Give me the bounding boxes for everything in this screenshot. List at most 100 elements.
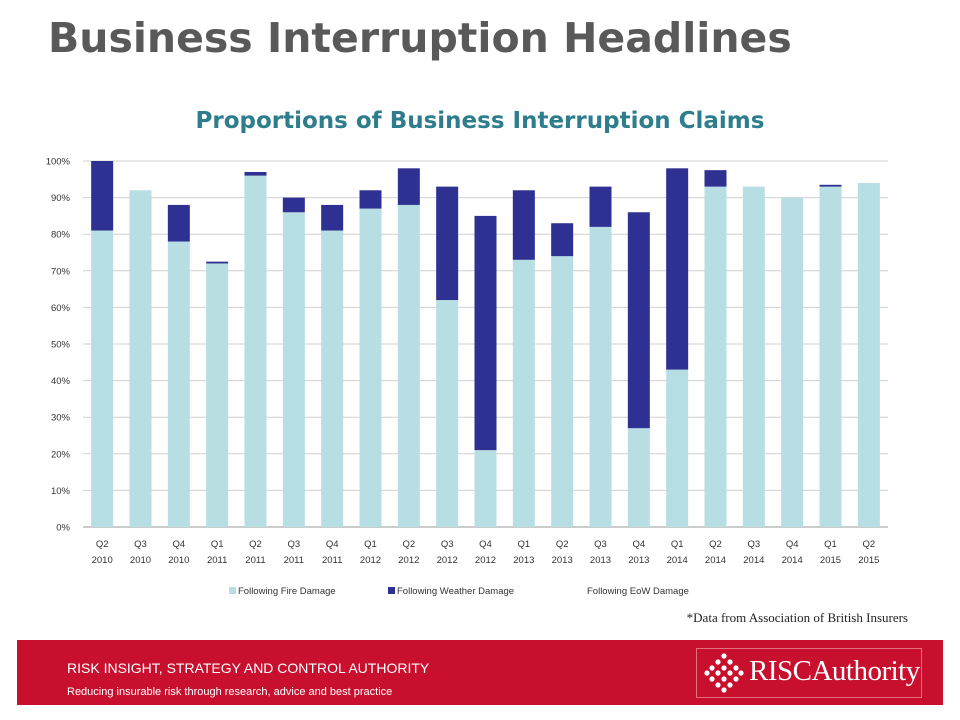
bar-segment xyxy=(589,226,612,527)
bar-segment xyxy=(91,230,114,528)
x-tick-label: Q4 xyxy=(786,539,799,550)
diamond-dots-logo-icon xyxy=(704,653,744,693)
y-tick-label: 0% xyxy=(56,523,70,534)
bar-segment xyxy=(819,186,842,527)
bar-segment xyxy=(282,212,305,528)
bar-segment xyxy=(704,170,727,187)
x-tick-label: 2012 xyxy=(398,555,419,566)
bar-segment xyxy=(282,197,305,213)
x-tick-label: Q2 xyxy=(249,539,262,550)
bar-segment xyxy=(474,450,497,527)
footer-org-name: RISK INSIGHT, STRATEGY AND CONTROL AUTHO… xyxy=(67,660,430,676)
y-tick-label: 90% xyxy=(51,193,71,204)
chart-title: Proportions of Business Interruption Cla… xyxy=(195,108,765,134)
y-tick-label: 100% xyxy=(46,157,71,168)
x-tick-label: Q3 xyxy=(134,539,147,550)
x-tick-label: 2011 xyxy=(284,555,304,566)
x-tick-label: Q4 xyxy=(632,539,645,550)
y-tick-label: 40% xyxy=(51,376,71,387)
page-title: Business Interruption Headlines xyxy=(48,14,792,62)
x-tick-label: 2014 xyxy=(743,555,764,566)
x-tick-label: Q4 xyxy=(479,539,492,550)
bar-segment xyxy=(627,428,650,527)
x-tick-label: Q1 xyxy=(517,539,530,550)
x-tick-label: 2012 xyxy=(475,555,496,566)
y-tick-label: 30% xyxy=(51,413,71,424)
x-tick-label: Q4 xyxy=(172,539,185,550)
bar-segment xyxy=(167,241,190,527)
x-tick-label: 2010 xyxy=(168,555,189,566)
legend-swatch xyxy=(229,587,236,594)
x-tick-label: 2015 xyxy=(820,555,841,566)
legend-label: Following Weather Damage xyxy=(397,586,514,597)
x-tick-label: 2011 xyxy=(245,555,265,566)
bar-segment xyxy=(206,263,229,527)
x-tick-label: 2014 xyxy=(667,555,688,566)
x-tick-label: Q3 xyxy=(747,539,760,550)
bar-segment xyxy=(397,204,420,528)
bar-segment xyxy=(321,204,344,231)
x-tick-label: 2013 xyxy=(513,555,534,566)
bar-segment xyxy=(589,186,612,227)
x-tick-label: 2012 xyxy=(437,555,458,566)
x-tick-label: Q3 xyxy=(287,539,300,550)
bar-segment xyxy=(512,259,535,527)
x-tick-label: 2013 xyxy=(628,555,649,566)
x-tick-label: 2012 xyxy=(360,555,381,566)
bar-segment xyxy=(512,190,535,260)
footer-banner: RISK INSIGHT, STRATEGY AND CONTROL AUTHO… xyxy=(17,640,943,705)
bar-segment xyxy=(627,212,650,429)
x-tick-label: 2010 xyxy=(130,555,151,566)
risc-authority-logo: RISCAuthority xyxy=(696,648,922,698)
x-tick-label: Q1 xyxy=(364,539,377,550)
bar-segment xyxy=(321,230,344,528)
bar-segment xyxy=(551,223,574,257)
bar-segment xyxy=(129,190,152,527)
y-tick-label: 50% xyxy=(51,340,71,351)
bar-segment xyxy=(857,182,880,527)
x-tick-label: Q4 xyxy=(326,539,339,550)
bar-segment xyxy=(91,161,114,231)
x-tick-label: Q2 xyxy=(556,539,569,550)
logo-wordmark: RISCAuthority xyxy=(749,655,920,687)
bar-segment xyxy=(436,300,459,527)
x-tick-label: Q2 xyxy=(862,539,875,550)
bar-segment xyxy=(742,186,765,527)
bar-segment xyxy=(244,175,267,527)
x-tick-label: Q3 xyxy=(441,539,454,550)
legend-label: Following Fire Damage xyxy=(238,586,336,597)
x-tick-label: 2014 xyxy=(782,555,803,566)
bar-segment xyxy=(666,369,689,527)
bar-segment xyxy=(167,204,190,242)
x-tick-label: 2014 xyxy=(705,555,726,566)
legend-swatch xyxy=(388,587,395,594)
x-tick-label: Q1 xyxy=(211,539,224,550)
y-tick-label: 20% xyxy=(51,449,71,460)
y-tick-label: 60% xyxy=(51,303,71,314)
x-tick-label: 2010 xyxy=(92,555,113,566)
bar-segment xyxy=(781,197,804,527)
y-tick-label: 10% xyxy=(51,486,71,497)
x-tick-label: Q3 xyxy=(594,539,607,550)
x-tick-label: Q2 xyxy=(96,539,109,550)
legend-label: Following EoW Damage xyxy=(587,586,689,597)
x-tick-label: Q2 xyxy=(709,539,722,550)
x-tick-label: Q1 xyxy=(824,539,837,550)
bar-segment xyxy=(551,256,574,527)
bar-segment xyxy=(359,190,382,209)
y-tick-label: 80% xyxy=(51,230,71,241)
source-note: *Data from Association of British Insure… xyxy=(686,610,908,625)
x-tick-label: Q2 xyxy=(402,539,415,550)
stacked-bar-chart: 0% 10% 20% 30% 40% 50% 60% 70% 80% 90% 100% Q2 2010 Q… xyxy=(46,157,888,597)
footer-tagline: Reducing insurable risk through research… xyxy=(67,686,393,698)
bar-segment xyxy=(359,208,382,527)
bar-segment xyxy=(666,168,689,370)
bar-segment xyxy=(819,184,842,187)
bar-segment xyxy=(704,186,727,527)
x-tick-label: 2011 xyxy=(207,555,227,566)
x-tick-label: 2015 xyxy=(858,555,879,566)
x-tick-label: Q1 xyxy=(671,539,684,550)
bar-segment xyxy=(244,171,267,176)
bar-segment xyxy=(436,186,459,301)
y-tick-label: 70% xyxy=(51,266,71,277)
